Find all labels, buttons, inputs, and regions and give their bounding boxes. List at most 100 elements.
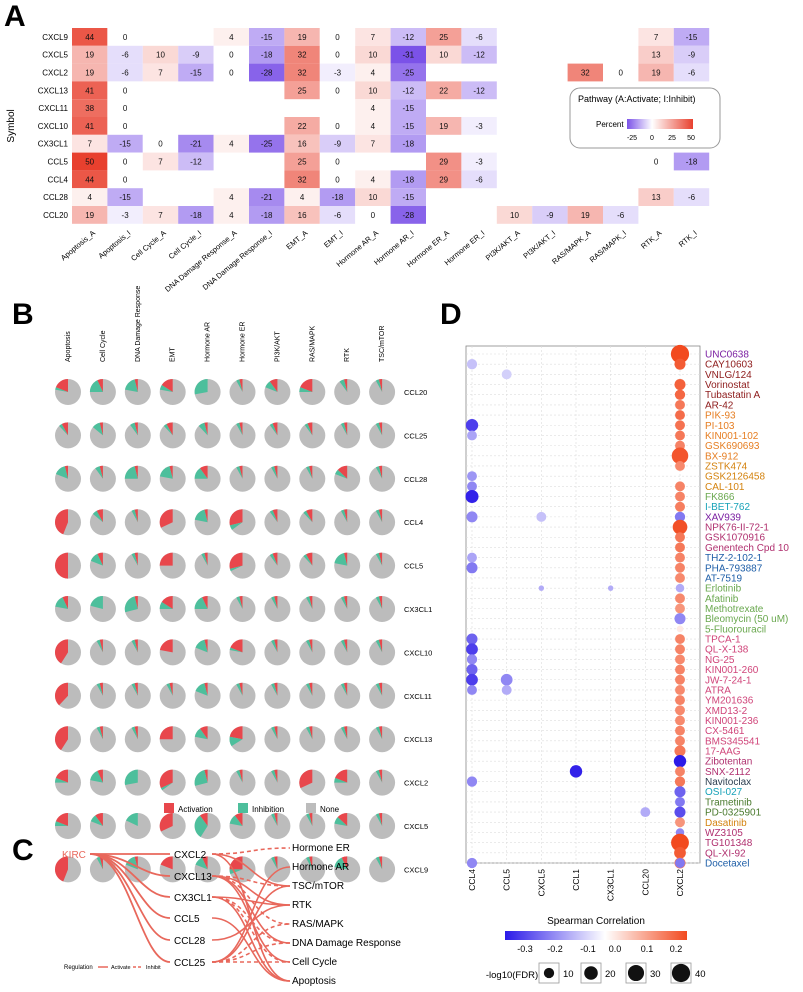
pie-slice bbox=[375, 509, 383, 523]
pie-slice bbox=[309, 682, 313, 696]
pie-slice bbox=[194, 728, 208, 740]
pie-slice bbox=[271, 596, 278, 609]
panel-d-bubble-plot: UNC0638CAY10603VNLG/124VorinostatTubasta… bbox=[465, 344, 789, 984]
pie-slice bbox=[375, 596, 383, 609]
pie-slice bbox=[54, 509, 68, 535]
bubble-x-label: CCL20 bbox=[640, 869, 650, 896]
bubble-point bbox=[675, 532, 685, 543]
pie-slice bbox=[375, 466, 383, 479]
bubble-point bbox=[675, 858, 685, 868]
heatmap-cell-value: -3 bbox=[122, 211, 130, 220]
heatmap-cell-value: -18 bbox=[332, 193, 344, 202]
heatmap-cell bbox=[355, 99, 391, 117]
pie-slice bbox=[306, 509, 313, 523]
heatmap-cell-value: 0 bbox=[123, 104, 128, 113]
pie-slice bbox=[337, 465, 348, 479]
bubble-point bbox=[569, 765, 583, 778]
heatmap-cell-value: 7 bbox=[158, 211, 163, 220]
pie-slice bbox=[229, 736, 243, 747]
pie-slice bbox=[97, 552, 103, 566]
bubble-point bbox=[674, 806, 686, 818]
size-legend-value: 20 bbox=[605, 969, 616, 980]
network-pathway-label: RAS/MAPK bbox=[292, 919, 344, 930]
heatmap-cell bbox=[213, 188, 249, 206]
heatmap-cell bbox=[178, 45, 214, 64]
bubble-x-label: CCL4 bbox=[467, 869, 477, 891]
heatmap-cell bbox=[461, 45, 497, 64]
bubble-drug-label: JW-7-24-1 bbox=[705, 675, 752, 686]
pie-legend-label: Activation bbox=[178, 805, 213, 814]
heatmap-cell-value: 25 bbox=[439, 33, 448, 42]
network-edge-activate bbox=[211, 866, 291, 963]
pie-legend-label: None bbox=[320, 805, 340, 814]
network-pathway-label: Hormone AR bbox=[292, 862, 349, 873]
heatmap-cell-value: -9 bbox=[192, 51, 200, 60]
bubble-point bbox=[674, 379, 686, 391]
heatmap-cell-value: 0 bbox=[335, 175, 340, 184]
bubble-drug-label: ATRA bbox=[705, 685, 731, 696]
bubble-drug-label: GSK690693 bbox=[705, 441, 760, 452]
pie-slice bbox=[159, 602, 173, 609]
bubble-point bbox=[674, 786, 686, 798]
heatmap-cell-value: 4 bbox=[371, 69, 376, 78]
pie-slice bbox=[90, 596, 103, 609]
pie-slice bbox=[239, 769, 243, 783]
pie-slice bbox=[343, 552, 348, 566]
pie-slice bbox=[195, 639, 208, 653]
pie-slice bbox=[340, 639, 348, 653]
pie-slice bbox=[299, 387, 313, 392]
pie-row-label: CCL5 bbox=[404, 562, 423, 571]
heatmap-cell-value: 0 bbox=[158, 140, 163, 149]
panel-letter-d: D bbox=[440, 298, 462, 331]
heatmap-cell bbox=[355, 28, 391, 46]
heatmap-cell-value: -28 bbox=[261, 69, 273, 78]
pie-slice bbox=[90, 553, 103, 566]
heatmap-cell bbox=[319, 117, 356, 135]
pie-slice bbox=[299, 769, 313, 789]
bubble-point bbox=[467, 430, 477, 441]
pie-slice bbox=[378, 552, 383, 566]
pie-slice bbox=[375, 639, 383, 653]
heatmap-cell-value: 10 bbox=[368, 51, 377, 60]
bubble-point bbox=[467, 684, 477, 695]
bubble-point bbox=[675, 715, 685, 726]
pie-slice bbox=[161, 379, 173, 392]
pie-row-label: CX3CL1 bbox=[404, 605, 432, 614]
pie-slice bbox=[375, 770, 383, 783]
bubble-point bbox=[675, 583, 685, 593]
pie-col-label: RTK bbox=[344, 348, 351, 362]
bubble-point bbox=[675, 603, 685, 614]
pie-slice bbox=[131, 683, 138, 696]
bubble-point bbox=[675, 593, 685, 604]
pie-col-label: EMT bbox=[170, 347, 177, 363]
bubble-x-label: CX3CL1 bbox=[606, 869, 616, 901]
pie-slice bbox=[229, 726, 243, 740]
heatmap-cell bbox=[249, 28, 285, 46]
pie-slice bbox=[309, 465, 313, 479]
pie-slice bbox=[269, 379, 278, 392]
heatmap-cell bbox=[178, 134, 214, 153]
heatmap-cell bbox=[72, 45, 108, 64]
pie-slice bbox=[96, 639, 103, 653]
bubble-drug-label: FK866 bbox=[705, 492, 735, 503]
heatmap-cell-value: 16 bbox=[298, 140, 307, 149]
heatmap-cell-value: 4 bbox=[229, 211, 234, 220]
bubble-point bbox=[675, 399, 685, 410]
heatmap-cell-value: 41 bbox=[85, 122, 94, 131]
heatmap-cell-value: -15 bbox=[190, 69, 202, 78]
heatmap-cell-value: -18 bbox=[261, 51, 273, 60]
heatmap-cell-value: -3 bbox=[476, 158, 484, 167]
bubble-point bbox=[675, 796, 685, 807]
bubble-drug-label: Tubastatin A bbox=[705, 390, 761, 401]
heatmap-cell-value: 19 bbox=[439, 122, 448, 131]
heatmap-cell-value: -6 bbox=[334, 211, 342, 220]
heatmap-cell-value: -3 bbox=[334, 69, 342, 78]
heatmap-cell-value: 50 bbox=[85, 158, 94, 167]
heatmap-cell-value: 19 bbox=[85, 69, 94, 78]
pie-slice bbox=[204, 422, 208, 436]
bubble-x-label: CXCL2 bbox=[675, 869, 685, 897]
pie-slice bbox=[239, 379, 243, 392]
heatmap-row-label: CXCL10 bbox=[38, 122, 69, 131]
heatmap-cell bbox=[284, 28, 320, 46]
pie-slice bbox=[239, 596, 243, 609]
